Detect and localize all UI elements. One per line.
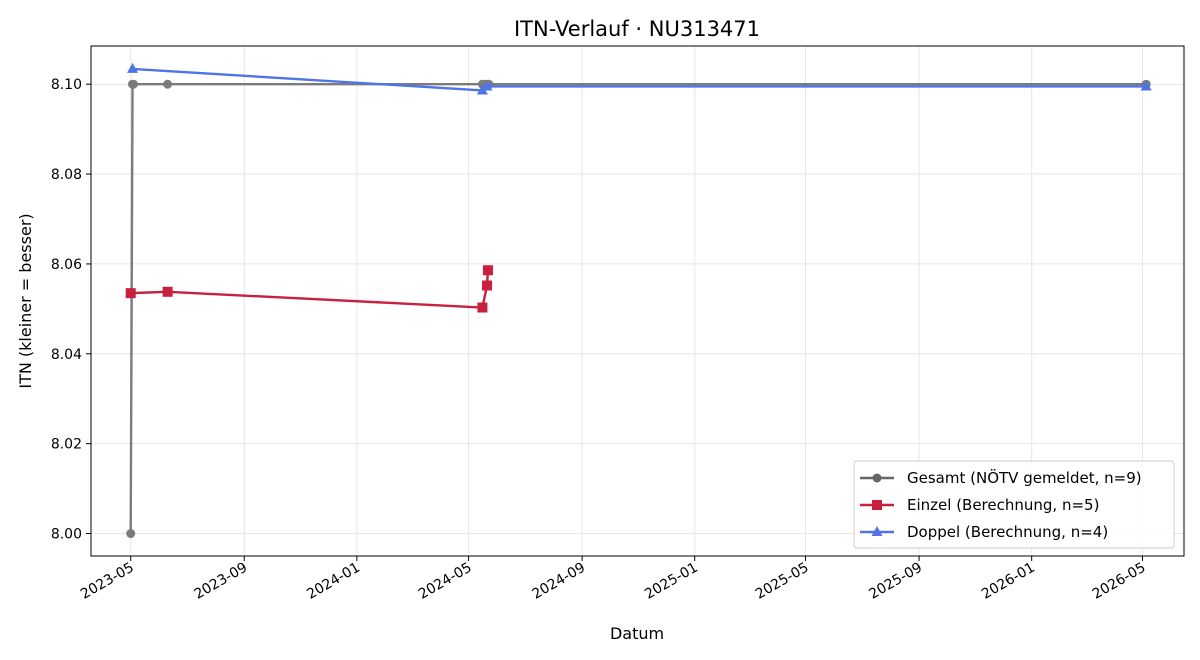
legend-label: Einzel (Berechnung, n=5) [907,496,1099,514]
data-point [481,80,493,91]
legend-label: Gesamt (NÖTV gemeldet, n=9) [907,468,1142,487]
y-tick-label: 8.02 [51,437,82,453]
data-point [162,286,173,297]
x-tick-label: 2025-05 [753,560,812,603]
legend-box [853,460,1175,549]
x-tick-label: 2026-01 [979,560,1038,603]
y-tick-label: 8.06 [51,257,82,273]
data-point [126,529,136,539]
data-point [125,288,136,299]
legend-item: Gesamt (NÖTV gemeldet, n=9) [860,468,1142,487]
data-point [127,62,139,73]
x-axis-ticks: 2023-05 2023-09 2024-01 2024-05 2024-09 2025-… [78,556,1148,603]
data-point [1140,80,1152,91]
x-tick-label: 2024-09 [529,560,588,603]
grid [91,46,1184,556]
series-line [130,270,490,309]
y-tick-label: 8.10 [51,77,82,93]
legend-marker [872,500,882,510]
data-point [477,302,488,313]
legend-label: Doppel (Berechnung, n=4) [907,523,1108,541]
x-tick-label: 2023-09 [192,560,251,603]
chart-title: ITN-Verlauf · NU313471 [514,17,760,41]
y-axis-ticks: 8.00 8.02 8.04 8.06 8.08 8.10 [51,77,91,543]
x-tick-label: 2025-09 [866,560,925,603]
y-tick-label: 8.08 [51,167,82,183]
data-point [128,79,138,89]
legend: Gesamt (NÖTV gemeldet, n=9) Einzel (Berec… [853,460,1175,549]
data-point [482,280,493,291]
data-point [163,79,173,89]
y-axis-label: ITN (kleiner = besser) [16,213,35,388]
x-tick-label: 2025-01 [642,560,701,603]
x-tick-label: 2024-01 [304,560,363,603]
plot-frame [90,45,1185,557]
series-square [125,265,493,313]
series-line [132,67,1147,92]
x-tick-label: 2026-05 [1090,560,1149,603]
legend-item: Einzel (Berechnung, n=5) [860,496,1099,514]
legend-item: Doppel (Berechnung, n=4) [860,523,1108,541]
x-tick-label: 2023-05 [78,560,137,603]
data-point [482,265,493,276]
legend-marker [872,473,882,483]
legend-marker [871,526,883,536]
y-tick-label: 8.00 [51,527,82,543]
x-axis-label: Datum [610,624,664,643]
series-layer [125,62,1152,539]
y-tick-label: 8.04 [51,347,82,363]
series-triangle [127,62,1152,95]
x-tick-label: 2024-05 [416,560,475,603]
